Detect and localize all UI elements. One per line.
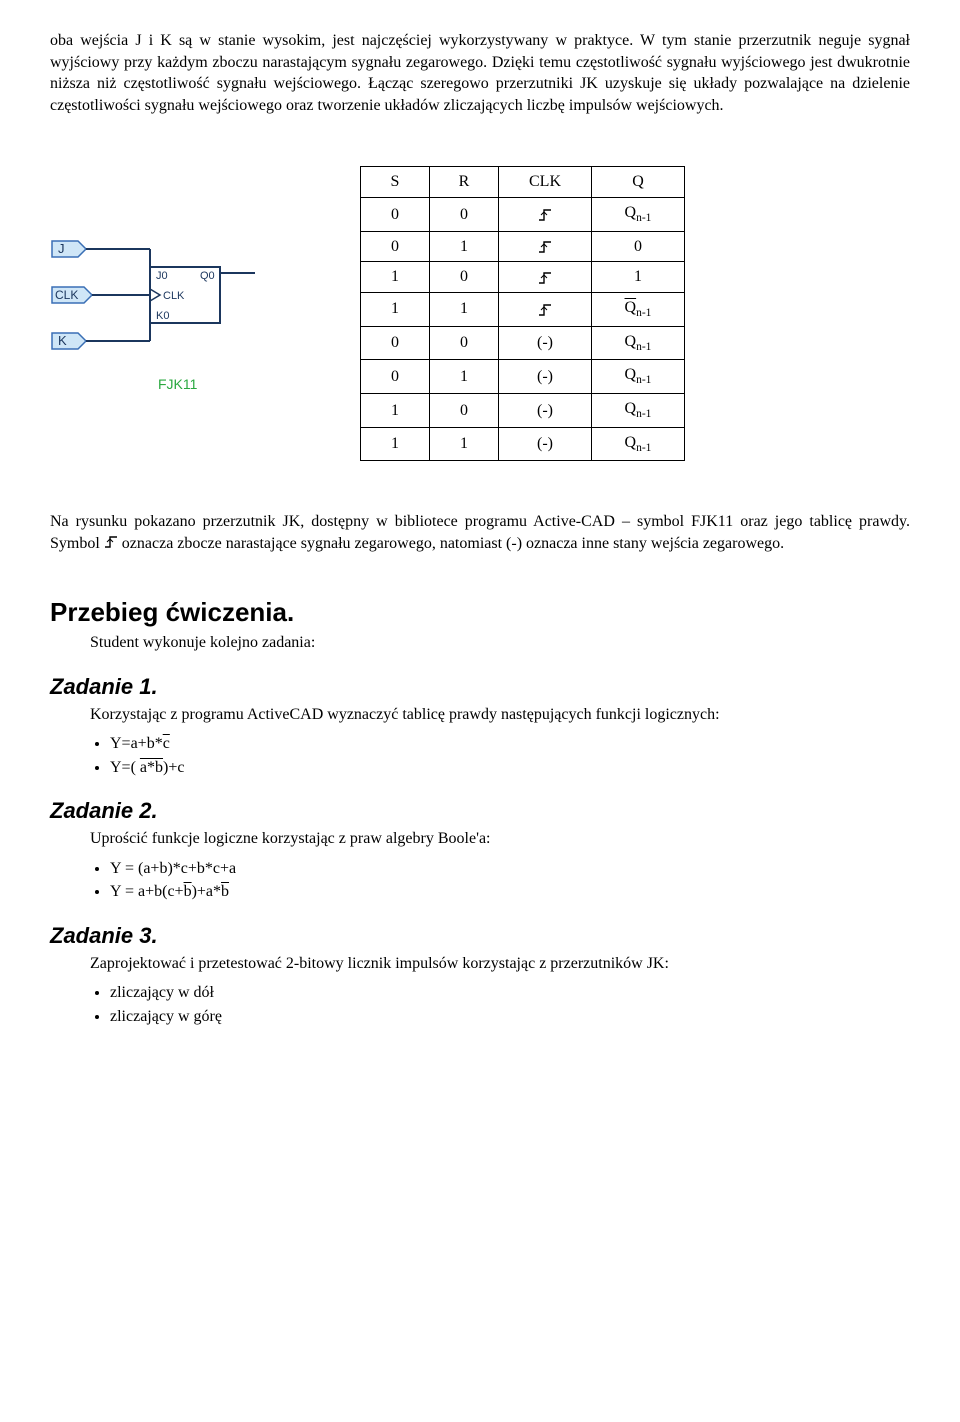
th-r: R bbox=[430, 167, 499, 198]
th-clk: CLK bbox=[499, 167, 592, 198]
truth-table: S R CLK Q 00Qn-101010111Qn-100(-)Qn-101(… bbox=[360, 166, 685, 461]
task1-list: Y=a+b*c Y=( a*b)+c bbox=[110, 733, 910, 778]
table-row: 010 bbox=[361, 231, 685, 262]
svg-text:J0: J0 bbox=[156, 270, 168, 282]
table-row: 00(-)Qn-1 bbox=[361, 326, 685, 360]
pin-k-label: K bbox=[58, 333, 67, 348]
list-item: Y=( a*b)+c bbox=[110, 757, 910, 779]
list-item: Y = (a+b)*c+b*c+a bbox=[110, 858, 910, 880]
rising-edge-icon bbox=[104, 534, 118, 556]
th-s: S bbox=[361, 167, 430, 198]
table-row: 10(-)Qn-1 bbox=[361, 394, 685, 428]
table-row: 101 bbox=[361, 262, 685, 293]
post-figure-paragraph: Na rysunku pokazano przerzutnik JK, dost… bbox=[50, 511, 910, 555]
post-fig-mid: oznacza zbocze narastające sygnału zegar… bbox=[122, 535, 784, 552]
task2-heading: Zadanie 2. bbox=[50, 796, 910, 826]
intro-paragraph: oba wejścia J i K są w stanie wysokim, j… bbox=[50, 30, 910, 116]
svg-text:CLK: CLK bbox=[163, 290, 185, 302]
task2-text: Uprościć funkcje logiczne korzystając z … bbox=[90, 828, 910, 850]
procedure-heading: Przebieg ćwiczenia. bbox=[50, 595, 910, 630]
list-item: Y=a+b*c bbox=[110, 733, 910, 755]
flipflop-diagram: J CLK K J0 CLK K0 Q0 FJK11 bbox=[50, 229, 270, 399]
figure-row: J CLK K J0 CLK K0 Q0 FJK11 S R C bbox=[50, 166, 910, 461]
task2-list: Y = (a+b)*c+b*c+a Y = a+b(c+b)+a*b bbox=[110, 858, 910, 903]
task3-list: zliczający w dół zliczający w górę bbox=[110, 982, 910, 1027]
svg-text:Q0: Q0 bbox=[200, 270, 215, 282]
list-item: Y = a+b(c+b)+a*b bbox=[110, 881, 910, 903]
table-row: 11Qn-1 bbox=[361, 292, 685, 326]
table-row: 00Qn-1 bbox=[361, 197, 685, 231]
pin-j-label: J bbox=[58, 241, 65, 256]
procedure-sub: Student wykonuje kolejno zadania: bbox=[90, 632, 910, 654]
task3-heading: Zadanie 3. bbox=[50, 921, 910, 951]
table-row: 11(-)Qn-1 bbox=[361, 427, 685, 461]
table-row: 01(-)Qn-1 bbox=[361, 360, 685, 394]
pin-clk-label: CLK bbox=[55, 288, 78, 302]
flipflop-label: FJK11 bbox=[158, 376, 198, 392]
task3-text: Zaprojektować i przetestować 2-bitowy li… bbox=[90, 953, 910, 975]
svg-text:K0: K0 bbox=[156, 310, 169, 322]
task1-text: Korzystając z programu ActiveCAD wyznacz… bbox=[90, 704, 910, 726]
list-item: zliczający w dół bbox=[110, 982, 910, 1004]
th-q: Q bbox=[592, 167, 685, 198]
task1-heading: Zadanie 1. bbox=[50, 672, 910, 702]
list-item: zliczający w górę bbox=[110, 1006, 910, 1028]
truth-table-header-row: S R CLK Q bbox=[361, 167, 685, 198]
